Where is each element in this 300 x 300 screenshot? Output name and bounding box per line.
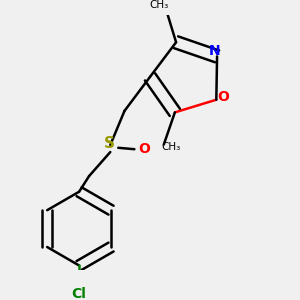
Text: CH₃: CH₃ (161, 142, 181, 152)
Text: Cl: Cl (72, 287, 86, 300)
Text: O: O (138, 142, 150, 156)
Text: S: S (103, 136, 114, 151)
Text: N: N (208, 44, 220, 58)
Text: CH₃: CH₃ (149, 1, 169, 10)
Text: O: O (218, 90, 229, 104)
